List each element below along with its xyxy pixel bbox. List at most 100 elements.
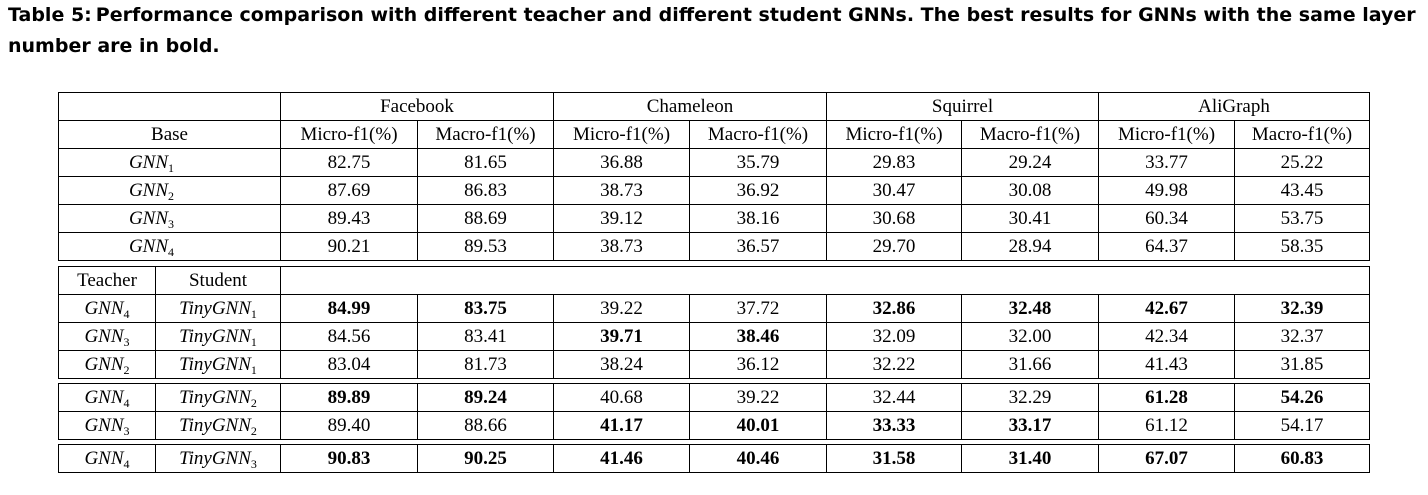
value-cell: 88.69 bbox=[417, 204, 554, 233]
value-cell: 38.24 bbox=[553, 350, 690, 379]
model-subscript: 1 bbox=[250, 307, 257, 321]
value-cell: 60.34 bbox=[1098, 204, 1235, 233]
model-name: GNN bbox=[84, 448, 124, 469]
teacher-cell: GNN4 bbox=[58, 444, 156, 473]
value-cell: 38.73 bbox=[553, 176, 690, 205]
value-cell: 61.28 bbox=[1098, 383, 1235, 412]
model-name: GNN bbox=[84, 326, 124, 347]
value-cell: 31.85 bbox=[1234, 350, 1370, 379]
base-model-cell: GNN2 bbox=[58, 176, 281, 205]
teacher-cell: GNN2 bbox=[58, 350, 156, 379]
teacher-cell: GNN3 bbox=[58, 411, 156, 440]
model-subscript: 2 bbox=[250, 424, 257, 438]
student-cell: TinyGNN1 bbox=[155, 294, 281, 323]
metric-header: Macro-f1(%) bbox=[417, 120, 554, 149]
value-cell: 25.22 bbox=[1234, 148, 1370, 177]
model-subscript: 2 bbox=[123, 363, 130, 377]
value-cell: 32.09 bbox=[826, 322, 962, 351]
value-cell: 30.68 bbox=[826, 204, 962, 233]
value-cell: 35.79 bbox=[689, 148, 827, 177]
student-cell: TinyGNN1 bbox=[155, 322, 281, 351]
model-subscript: 3 bbox=[250, 457, 257, 471]
model-subscript: 3 bbox=[168, 217, 175, 231]
metric-header: Micro-f1(%) bbox=[280, 120, 418, 149]
value-cell: 32.39 bbox=[1234, 294, 1370, 323]
value-cell: 37.72 bbox=[689, 294, 827, 323]
value-cell: 61.12 bbox=[1098, 411, 1235, 440]
value-cell: 54.17 bbox=[1234, 411, 1370, 440]
distillation-row: GNN4 TinyGNN1 84.99 83.75 39.22 37.72 32.86 32.… bbox=[58, 294, 1370, 323]
metric-header: Micro-f1(%) bbox=[553, 120, 690, 149]
model-subscript: 3 bbox=[123, 424, 130, 438]
model-name: GNN bbox=[84, 387, 124, 408]
value-cell: 28.94 bbox=[961, 232, 1099, 261]
model-subscript: 4 bbox=[123, 396, 130, 410]
value-cell: 38.73 bbox=[553, 232, 690, 261]
model-subscript: 3 bbox=[123, 335, 130, 349]
model-subscript: 4 bbox=[168, 245, 175, 259]
metric-header-row: Base Micro-f1(%) Macro-f1(%) Micro-f1(%)… bbox=[58, 120, 1370, 149]
value-cell: 82.75 bbox=[280, 148, 418, 177]
model-name: TinyGNN bbox=[179, 354, 251, 375]
model-subscript: 2 bbox=[168, 189, 175, 203]
value-cell: 31.66 bbox=[961, 350, 1099, 379]
model-subscript: 2 bbox=[250, 396, 257, 410]
table-caption: Table 5: Performance comparison with diff… bbox=[8, 0, 1423, 62]
value-cell: 41.43 bbox=[1098, 350, 1235, 379]
value-cell: 38.16 bbox=[689, 204, 827, 233]
value-cell: 67.07 bbox=[1098, 444, 1235, 473]
student-cell: TinyGNN2 bbox=[155, 383, 281, 412]
base-model-cell: GNN1 bbox=[58, 148, 281, 177]
value-cell: 89.40 bbox=[280, 411, 418, 440]
dataset-header: Squirrel bbox=[826, 92, 1099, 121]
value-cell: 31.58 bbox=[826, 444, 962, 473]
dataset-header: Facebook bbox=[280, 92, 554, 121]
model-name: GNN bbox=[84, 415, 124, 436]
model-subscript: 4 bbox=[123, 457, 130, 471]
value-cell: 41.17 bbox=[553, 411, 690, 440]
distillation-row: GNN4 TinyGNN2 89.89 89.24 40.68 39.22 32.44 32.… bbox=[58, 383, 1370, 412]
value-cell: 84.56 bbox=[280, 322, 418, 351]
model-name: TinyGNN bbox=[179, 326, 251, 347]
model-name: GNN bbox=[128, 208, 169, 229]
value-cell: 29.24 bbox=[961, 148, 1099, 177]
header-blank-cell bbox=[280, 266, 1370, 295]
model-name: TinyGNN bbox=[179, 387, 251, 408]
student-cell: TinyGNN1 bbox=[155, 350, 281, 379]
value-cell: 90.21 bbox=[280, 232, 418, 261]
distillation-row: GNN3 TinyGNN2 89.40 88.66 41.17 40.01 33.33 33.… bbox=[58, 411, 1370, 440]
model-subscript: 1 bbox=[250, 335, 257, 349]
value-cell: 32.00 bbox=[961, 322, 1099, 351]
value-cell: 40.68 bbox=[553, 383, 690, 412]
model-name: TinyGNN bbox=[179, 298, 251, 319]
value-cell: 36.12 bbox=[689, 350, 827, 379]
value-cell: 87.69 bbox=[280, 176, 418, 205]
model-name: GNN bbox=[84, 298, 124, 319]
caption-text: Performance comparison with different te… bbox=[8, 4, 1416, 57]
value-cell: 90.83 bbox=[280, 444, 418, 473]
value-cell: 89.89 bbox=[280, 383, 418, 412]
student-label: Student bbox=[155, 266, 281, 295]
base-label: Base bbox=[58, 120, 281, 149]
metric-header: Macro-f1(%) bbox=[689, 120, 827, 149]
value-cell: 83.04 bbox=[280, 350, 418, 379]
value-cell: 49.98 bbox=[1098, 176, 1235, 205]
metric-header: Macro-f1(%) bbox=[961, 120, 1099, 149]
value-cell: 43.45 bbox=[1234, 176, 1370, 205]
metric-header: Micro-f1(%) bbox=[1098, 120, 1235, 149]
value-cell: 33.77 bbox=[1098, 148, 1235, 177]
base-model-cell: GNN4 bbox=[58, 232, 281, 261]
metric-header: Micro-f1(%) bbox=[826, 120, 962, 149]
model-name: TinyGNN bbox=[179, 448, 251, 469]
value-cell: 29.83 bbox=[826, 148, 962, 177]
teacher-cell: GNN4 bbox=[58, 294, 156, 323]
value-cell: 32.22 bbox=[826, 350, 962, 379]
value-cell: 58.35 bbox=[1234, 232, 1370, 261]
model-subscript: 1 bbox=[250, 363, 257, 377]
teacher-cell: GNN3 bbox=[58, 322, 156, 351]
model-name: GNN bbox=[84, 354, 124, 375]
value-cell: 33.33 bbox=[826, 411, 962, 440]
value-cell: 90.25 bbox=[417, 444, 554, 473]
value-cell: 64.37 bbox=[1098, 232, 1235, 261]
value-cell: 89.53 bbox=[417, 232, 554, 261]
